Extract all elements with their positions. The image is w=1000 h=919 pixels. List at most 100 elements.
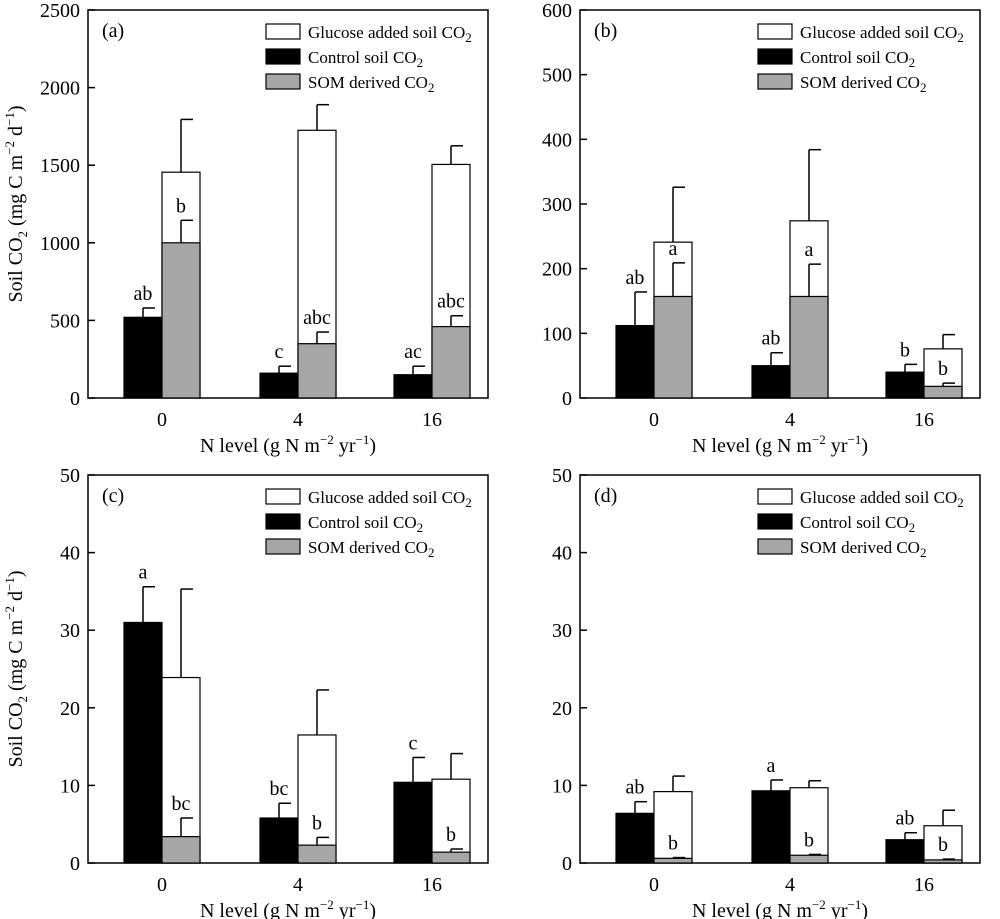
sig-label-som: abc — [437, 291, 465, 313]
legend-label-glucose: Glucose added soil CO2 — [308, 488, 472, 510]
bar-som — [161, 242, 201, 399]
bar-control — [885, 371, 925, 399]
sig-label-som: b — [446, 824, 456, 846]
panel-label: (c) — [102, 485, 124, 507]
bar-control — [123, 621, 163, 864]
sig-label-control: a — [767, 755, 776, 777]
x-axis-label: N level (g N m−2 yr−1) — [200, 432, 376, 457]
sig-label-control: ab — [626, 267, 645, 289]
bar-control — [393, 374, 433, 399]
bar-control — [123, 316, 163, 399]
y-tick-label: 30 — [60, 620, 80, 642]
bar-som — [789, 295, 829, 399]
legend-label-glucose: Glucose added soil CO2 — [308, 23, 472, 45]
x-tick-label: 16 — [422, 409, 442, 431]
x-axis-label: N level (g N m−2 yr−1) — [200, 897, 376, 919]
panel-label: (d) — [594, 485, 617, 507]
panel-label: (a) — [102, 20, 124, 42]
y-tick-label: 400 — [542, 129, 572, 151]
y-tick-label: 100 — [542, 323, 572, 345]
bar-control — [615, 324, 655, 399]
bar-som — [923, 385, 963, 399]
panel-a: 0 500 1000 1500 2000 2500 0 4 16 (a) N level (g N … — [2, 0, 489, 457]
x-tick-label: 4 — [785, 409, 795, 431]
legend-swatch-som — [265, 538, 301, 555]
bar-som — [431, 851, 471, 864]
legend-swatch-som — [757, 73, 793, 90]
x-tick-label: 0 — [157, 409, 167, 431]
sig-label-control: ac — [404, 341, 422, 363]
bar-som — [789, 854, 829, 864]
legend-swatch-glucose — [265, 23, 301, 40]
legend-label-control: Control soil CO2 — [800, 48, 915, 70]
legend-label-som: SOM derived CO2 — [800, 538, 926, 560]
legend-label-som: SOM derived CO2 — [308, 538, 434, 560]
y-tick-label: 0 — [562, 388, 572, 410]
sig-label-som: b — [804, 829, 814, 851]
sig-label-som: abc — [303, 307, 331, 329]
y-tick-label: 300 — [542, 194, 572, 216]
bar-som — [297, 844, 337, 864]
bar-som — [431, 326, 471, 399]
y-tick-label: 200 — [542, 259, 572, 281]
y-tick-label: 30 — [552, 620, 572, 642]
sig-label-som: a — [805, 239, 814, 261]
y-tick-label: 600 — [542, 0, 572, 22]
sig-label-control: ab — [626, 777, 645, 799]
sig-label-som: a — [669, 238, 678, 260]
x-tick-label: 16 — [914, 409, 934, 431]
legend-label-control: Control soil CO2 — [308, 48, 423, 70]
y-tick-label: 50 — [60, 465, 80, 487]
x-tick-label: 4 — [785, 874, 795, 896]
legend-label-som: SOM derived CO2 — [800, 73, 926, 95]
bar-som — [653, 295, 693, 399]
y-tick-label: 10 — [60, 775, 80, 797]
x-tick-label: 16 — [422, 874, 442, 896]
legend-swatch-control — [757, 48, 793, 65]
y-tick-label: 0 — [70, 853, 80, 875]
y-tick-label: 40 — [552, 543, 572, 565]
x-tick-label: 0 — [649, 409, 659, 431]
bar-som — [653, 857, 693, 864]
y-tick-label: 2500 — [40, 0, 80, 22]
y-tick-label: 50 — [552, 465, 572, 487]
y-tick-label: 10 — [552, 775, 572, 797]
y-tick-label: 1000 — [40, 233, 80, 255]
bar-control — [751, 365, 791, 399]
sig-label-control: c — [275, 341, 284, 363]
legend-label-som: SOM derived CO2 — [308, 73, 434, 95]
sig-label-control: bc — [270, 778, 289, 800]
y-tick-label: 2000 — [40, 78, 80, 100]
y-tick-label: 1500 — [40, 155, 80, 177]
sig-label-control: ab — [896, 808, 915, 830]
legend-swatch-som — [265, 73, 301, 90]
sig-label-som: b — [938, 834, 948, 856]
y-axis-label: Soil CO2 (mg C m−2 d−1) — [2, 105, 30, 302]
x-axis-label: N level (g N m−2 yr−1) — [692, 897, 868, 919]
bar-control — [393, 781, 433, 864]
sig-label-control: a — [139, 562, 148, 584]
bar-control — [885, 839, 925, 864]
legend-label-glucose: Glucose added soil CO2 — [800, 23, 964, 45]
legend-label-control: Control soil CO2 — [800, 513, 915, 535]
sig-label-control: ab — [762, 328, 781, 350]
sig-label-som: b — [176, 195, 186, 217]
sig-label-som: b — [312, 812, 322, 834]
legend-swatch-control — [265, 48, 301, 65]
sig-label-som: bc — [172, 793, 191, 815]
panel-d: 0 10 20 30 40 50 0 4 16 (d) N level (g N m−2 yr−1)… — [552, 465, 981, 919]
legend-swatch-control — [265, 513, 301, 530]
legend-label-glucose: Glucose added soil CO2 — [800, 488, 964, 510]
bar-control — [259, 817, 299, 864]
sig-label-control: b — [900, 339, 910, 361]
sig-label-som: b — [938, 358, 948, 380]
legend-swatch-som — [757, 538, 793, 555]
legend-swatch-control — [757, 513, 793, 530]
x-tick-label: 4 — [293, 874, 303, 896]
sig-label-som: b — [668, 833, 678, 855]
y-tick-label: 0 — [562, 853, 572, 875]
bar-som — [923, 859, 963, 864]
bar-som — [161, 836, 201, 864]
sig-label-control: ab — [134, 283, 153, 305]
